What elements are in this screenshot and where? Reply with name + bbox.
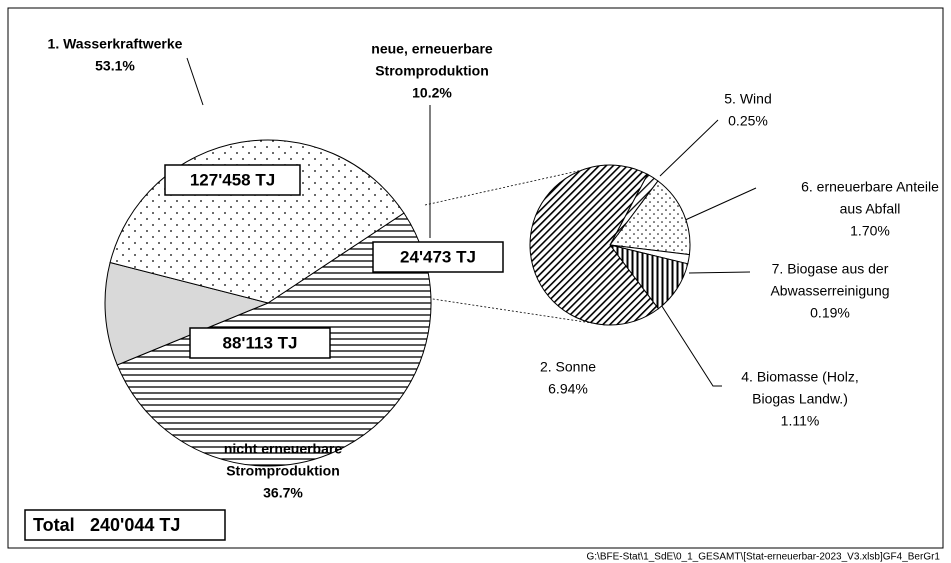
slice-label: 1. Wasserkraftwerke (48, 36, 183, 52)
pie-slice (609, 180, 691, 256)
value-label: 0.25% (728, 113, 768, 129)
slice-label: neue, erneuerbare (371, 41, 493, 57)
value-label: 6.94% (548, 381, 588, 397)
total-value: 240'044 TJ (90, 515, 180, 535)
slice-label: nicht erneuerbare (224, 441, 342, 457)
energy-label: 127'458 TJ (190, 170, 275, 189)
pie-slice (104, 261, 270, 366)
slice-label: 6. erneuerbare Anteile (801, 179, 939, 195)
value-label: 1.11% (781, 413, 820, 429)
slice-label: 5. Wind (724, 91, 771, 107)
slice-label: Stromproduktion (226, 463, 340, 479)
slice-label: 4. Biomasse (Holz, (741, 369, 858, 385)
total-box (24, 509, 226, 541)
total-label: Total (33, 515, 75, 535)
value-label: 0.19% (810, 305, 850, 321)
energy-box (164, 164, 301, 196)
footer: G:\BFE-Stat\1_SdE\0_1_GESAMT\[Stat-erneu… (586, 552, 940, 563)
pie-slice (529, 164, 660, 326)
value-label: 36.7% (263, 485, 303, 501)
slice-label: 7. Biogase aus der (772, 261, 889, 277)
energy-box (189, 327, 331, 359)
value-label: 10.2% (412, 85, 452, 101)
slice-label: 2. Sonne (540, 359, 596, 375)
slice-label: Biogas Landw.) (752, 391, 848, 407)
connectors (412, 164, 606, 326)
value-label: 1.70% (850, 223, 890, 239)
leader-lines (186, 57, 757, 440)
energy-box (372, 241, 504, 273)
energy-label: 88'113 TJ (223, 333, 298, 352)
slice-label: aus Abfall (840, 201, 901, 217)
slice-label: Abwasserreinigung (770, 283, 889, 299)
slice-label: Stromproduktion (375, 63, 489, 79)
energy-label: 24'473 TJ (400, 247, 476, 266)
value-label: 53.1% (95, 58, 135, 74)
